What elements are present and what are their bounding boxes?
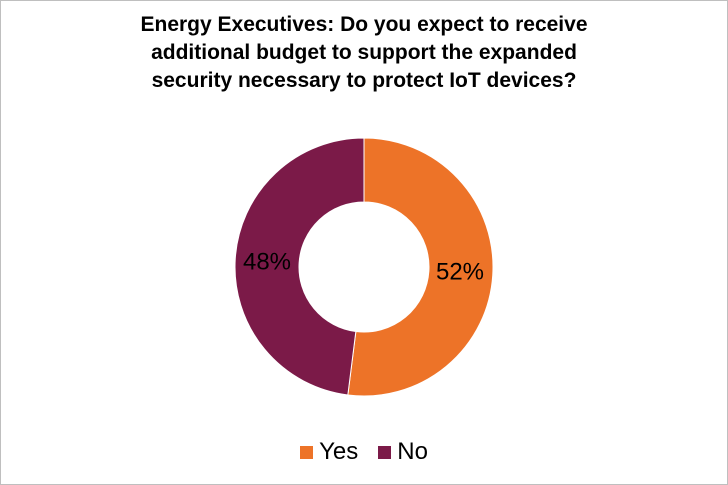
data-label-yes: 52% xyxy=(436,258,484,285)
legend-item-yes: Yes xyxy=(300,438,358,466)
chart-title-line-3: security necessary to protect IoT device… xyxy=(151,69,577,92)
donut-slice-yes xyxy=(347,137,494,397)
legend-label-yes: Yes xyxy=(319,438,359,465)
donut-slice-no xyxy=(234,137,365,396)
legend-swatch-no xyxy=(378,445,392,459)
legend-label-no: No xyxy=(397,438,428,465)
legend-swatch-yes xyxy=(300,445,314,459)
data-label-no: 48% xyxy=(243,248,291,275)
chart-title-line-1: Energy Executives: Do you expect to rece… xyxy=(140,13,588,36)
chart-title-line-2: additional budget to support the expande… xyxy=(151,41,577,64)
chart-title: Energy Executives: Do you expect to rece… xyxy=(41,11,687,95)
legend-item-no: No xyxy=(378,438,428,466)
chart-legend: Yes No xyxy=(1,438,727,466)
